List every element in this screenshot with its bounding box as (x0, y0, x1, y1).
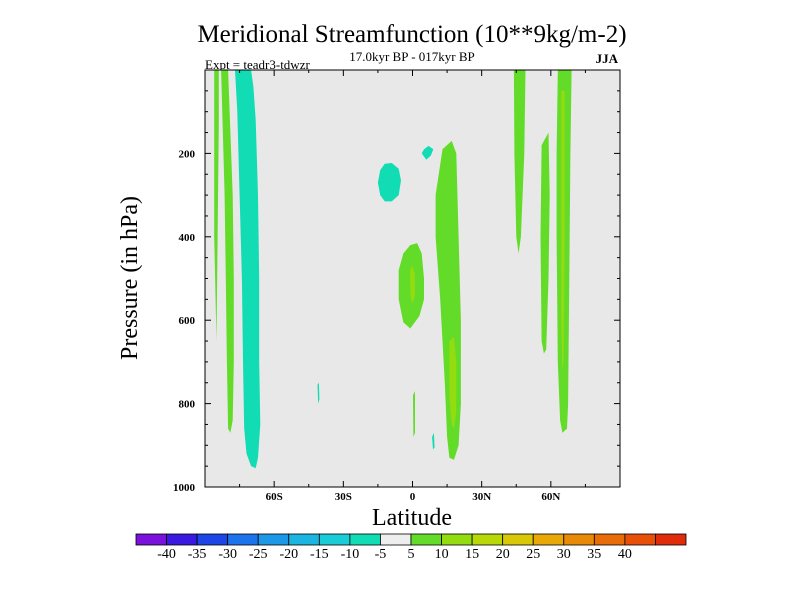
contour-region (540, 132, 550, 354)
y-tick-label: 800 (179, 399, 196, 411)
colorbar-label: 30 (557, 547, 571, 562)
colorbar-swatch (502, 533, 534, 546)
colorbar-swatch (257, 533, 290, 546)
colorbar-label: -5 (375, 547, 387, 562)
contour-regions (214, 70, 572, 469)
colorbar-swatch (563, 533, 595, 546)
colorbar-swatch (227, 533, 259, 546)
x-tick-label: 60N (541, 491, 560, 503)
colorbar-label: 40 (618, 547, 632, 562)
colorbar-label: 35 (587, 547, 601, 562)
colorbar-label: -25 (249, 547, 268, 562)
y-axis-label: Pressure (in hPa) (117, 196, 143, 360)
contour-region (413, 391, 415, 437)
contour-region (221, 70, 234, 433)
colorbar-swatch (349, 533, 381, 546)
colorbar-swatch (624, 533, 656, 546)
colorbar-label: -40 (157, 547, 176, 562)
colorbar-label: 5 (408, 547, 415, 562)
y-tick-labels: 200 400 600 800 1000 (173, 148, 196, 494)
colorbar-swatch (380, 533, 412, 546)
colorbar-swatch (441, 533, 473, 546)
colorbar-swatch (655, 533, 687, 546)
colorbar (135, 533, 687, 546)
colorbar-swatch (166, 533, 198, 546)
colorbar-swatch (410, 533, 442, 546)
x-tick-label: 0 (410, 491, 416, 503)
y-tick-label: 400 (179, 232, 196, 244)
colorbar-swatch (288, 533, 320, 546)
plot-area (204, 69, 621, 488)
axis-ticks (205, 70, 620, 487)
colorbar-swatch (593, 533, 626, 546)
contour-region (561, 90, 565, 371)
contour-region (421, 145, 434, 160)
colorbar-labels: -40 -35 -30 -25 -20 -15 -10 -5 5 10 15 2… (157, 547, 632, 562)
y-tick-label: 1000 (173, 482, 196, 494)
x-tick-label: 30N (472, 491, 491, 503)
colorbar-label: -15 (310, 547, 329, 562)
chart-title: Meridional Streamfunction (10**9kg/m-2) (197, 21, 626, 48)
experiment-label: Expt = teadr3-tdwzr (205, 57, 310, 72)
contour-region (317, 382, 320, 404)
colorbar-label: 25 (526, 547, 540, 562)
colorbar-label: -35 (188, 547, 207, 562)
colorbar-label: -20 (279, 547, 298, 562)
colorbar-swatch (318, 533, 351, 546)
x-tick-labels: 60S 30S 0 30N 60N (266, 491, 561, 503)
colorbar-swatch (196, 533, 229, 546)
colorbar-label: 20 (496, 547, 510, 562)
colorbar-label: -30 (218, 547, 237, 562)
contour-region (449, 336, 457, 429)
chart-subtitle: 17.0kyr BP - 017kyr BP (349, 49, 475, 64)
y-tick-label: 200 (179, 148, 196, 160)
season-label: JJA (596, 51, 619, 66)
colorbar-label: 15 (465, 547, 479, 562)
colorbar-swatch (471, 533, 504, 546)
y-tick-label: 600 (179, 315, 196, 327)
contour-region (214, 70, 219, 342)
colorbar-swatch (135, 533, 167, 546)
x-tick-label: 30S (335, 491, 352, 503)
contour-region (377, 163, 401, 202)
colorbar-label: 10 (435, 547, 449, 562)
x-tick-label: 60S (266, 491, 283, 503)
contour-region (410, 266, 415, 304)
x-axis-label: Latitude (372, 505, 452, 531)
contour-region (513, 70, 526, 254)
contour-region (235, 70, 261, 469)
colorbar-swatch (532, 533, 565, 546)
contour-region (432, 432, 435, 450)
colorbar-label: -10 (341, 547, 360, 562)
